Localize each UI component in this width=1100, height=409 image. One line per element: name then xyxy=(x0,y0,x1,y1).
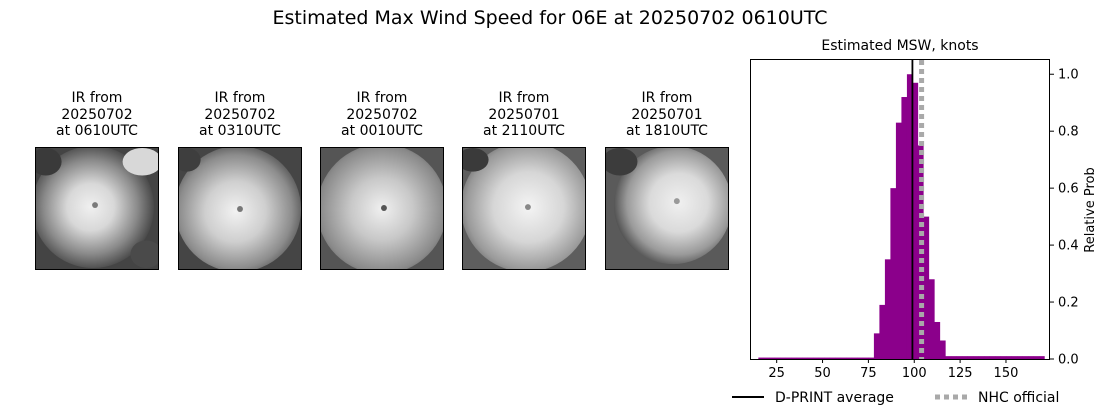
panel-title-4-line1: IR from xyxy=(498,90,550,106)
histogram-bar xyxy=(901,97,908,360)
histogram-bar xyxy=(780,357,787,359)
panel-title-1: IR from 20250702 at 0610UTC xyxy=(27,90,167,140)
panel-title-2: IR from 20250702 at 0310UTC xyxy=(170,90,310,140)
panel-title-4: IR from 20250701 at 2110UTC xyxy=(454,90,594,140)
histogram-bar xyxy=(983,356,990,359)
y-tick-label: 0.0 xyxy=(1058,353,1079,368)
histogram-bar xyxy=(851,357,858,359)
panel-title-3-line2: 20250702 xyxy=(346,106,418,123)
ir-image-4 xyxy=(462,147,586,270)
panel-title-2-line3: at 0310UTC xyxy=(199,123,281,139)
y-tick-label: 1.0 xyxy=(1058,68,1079,83)
histogram-bar xyxy=(884,259,891,359)
histogram-bar xyxy=(840,357,847,359)
histogram-bar xyxy=(956,356,963,359)
histogram-bar xyxy=(879,304,886,359)
ir-image-2 xyxy=(178,147,302,270)
histogram-bar xyxy=(978,356,985,359)
histogram-bar xyxy=(1005,356,1012,359)
histogram-bar xyxy=(994,356,1001,359)
panel-title-5-line2: 20250701 xyxy=(631,106,703,123)
histogram-bar xyxy=(769,357,776,359)
panel-title-2-line2: 20250702 xyxy=(204,106,276,123)
histogram-bar xyxy=(972,356,979,359)
histogram-bar xyxy=(862,357,869,359)
x-tick-label: 75 xyxy=(860,366,877,381)
figure-title: Estimated Max Wind Speed for 06E at 2025… xyxy=(272,7,828,29)
histogram-bar xyxy=(813,357,820,359)
histogram-bar xyxy=(1038,356,1045,359)
panel-title-1-line3: at 0610UTC xyxy=(56,123,138,139)
y-tick-label: 0.6 xyxy=(1058,182,1079,197)
panel-title-2-line1: IR from xyxy=(214,90,266,106)
plot-frame xyxy=(750,59,1050,360)
x-tick-label: 25 xyxy=(768,366,785,381)
chart-title: Estimated MSW, knots xyxy=(821,38,978,54)
x-tick-label: 125 xyxy=(948,366,973,381)
panel-title-1-line1: IR from xyxy=(71,90,123,106)
y-tick-label: 0.2 xyxy=(1058,296,1079,311)
panel-title-5-line1: IR from xyxy=(641,90,693,106)
histogram-bar xyxy=(961,356,968,359)
histogram-bar xyxy=(923,216,930,359)
ir-image-5 xyxy=(605,147,729,270)
panel-title-5: IR from 20250701 at 1810UTC xyxy=(597,90,737,140)
histogram-bar xyxy=(758,357,765,359)
histogram-bar xyxy=(796,357,803,359)
y-tick-label: 0.8 xyxy=(1058,125,1079,140)
histogram-bar xyxy=(846,357,853,359)
histogram-bar xyxy=(829,357,836,359)
histogram-bar xyxy=(785,357,792,359)
histogram-bar xyxy=(774,357,781,359)
histogram-bar xyxy=(1022,356,1029,359)
panel-title-3-line1: IR from xyxy=(356,90,408,106)
histogram-bar xyxy=(945,356,952,359)
histogram-bar xyxy=(928,279,935,359)
panel-title-1-line2: 20250702 xyxy=(61,106,133,123)
histogram-bar xyxy=(939,340,946,359)
x-tick-label: 150 xyxy=(994,366,1019,381)
ir-image-3 xyxy=(320,147,444,270)
panel-title-3: IR from 20250702 at 0010UTC xyxy=(312,90,452,140)
histogram-bar xyxy=(934,321,941,359)
histogram-bar xyxy=(912,82,919,360)
ir-image-1 xyxy=(35,147,159,270)
histogram-bar xyxy=(824,357,831,359)
histogram-bar xyxy=(857,357,864,359)
x-tick-label: 50 xyxy=(814,366,831,381)
y-axis-label: Relative Prob xyxy=(1083,167,1098,252)
histogram-bar xyxy=(763,357,770,359)
histogram-bar xyxy=(989,356,996,359)
histogram-bar xyxy=(950,356,957,359)
legend-label-dprint: D-PRINT average xyxy=(775,390,894,406)
x-tick-label: 100 xyxy=(902,366,927,381)
histogram-bar xyxy=(967,356,974,359)
panel-title-4-line3: at 2110UTC xyxy=(483,123,565,139)
histogram-bar xyxy=(1000,356,1007,359)
histogram-bar xyxy=(1033,356,1040,359)
panel-title-5-line3: at 1810UTC xyxy=(626,123,708,139)
panel-title-4-line2: 20250701 xyxy=(488,106,560,123)
legend-label-nhc: NHC official xyxy=(978,390,1059,406)
histogram-bar xyxy=(868,357,875,359)
histogram-bar xyxy=(1027,356,1034,359)
histogram-bar xyxy=(835,357,842,359)
y-tick-label: 0.4 xyxy=(1058,239,1079,254)
histogram-bar xyxy=(906,74,913,359)
histogram-bar xyxy=(873,333,880,359)
histogram-bar xyxy=(895,122,902,360)
histogram-bar xyxy=(1016,356,1023,359)
histogram-bar xyxy=(818,357,825,359)
histogram-bar xyxy=(890,188,897,359)
panel-title-3-line3: at 0010UTC xyxy=(341,123,423,139)
histogram-bar xyxy=(807,357,814,359)
histogram-bar xyxy=(791,357,798,359)
histogram-bar xyxy=(802,357,809,359)
histogram-bar xyxy=(1011,356,1018,359)
